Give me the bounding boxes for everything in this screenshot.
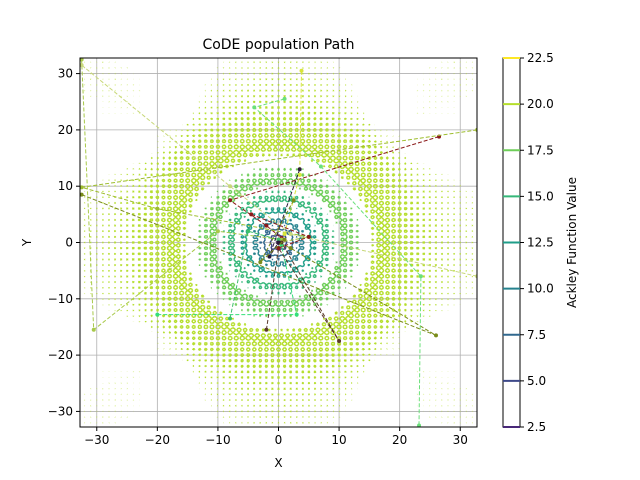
- series-point: [264, 223, 269, 228]
- series-point: [276, 237, 281, 242]
- series-point: [297, 167, 302, 172]
- contour-level-3: [252, 218, 305, 267]
- contour-level-7: [83, 61, 474, 424]
- series-point: [80, 58, 84, 62]
- y-tick-label: −30: [48, 404, 73, 418]
- series-point: [318, 164, 323, 169]
- series-point: [91, 327, 96, 332]
- series-point: [258, 260, 263, 265]
- series-point: [264, 327, 269, 332]
- series-point: [267, 254, 272, 259]
- series-point: [80, 185, 84, 190]
- series-path-12: [258, 198, 296, 265]
- x-tick-label: −20: [145, 433, 170, 447]
- series-point: [291, 198, 296, 203]
- x-tick-label: 20: [392, 433, 407, 447]
- series-point: [249, 212, 254, 217]
- series-point: [337, 339, 342, 344]
- series-point: [288, 232, 293, 237]
- y-tick-label: 0: [65, 236, 73, 250]
- series-path-10: [267, 167, 302, 259]
- x-tick-label: −10: [205, 433, 230, 447]
- colorbar-tick-label: 2.5: [527, 420, 546, 434]
- series-point: [279, 243, 284, 248]
- series-point: [228, 184, 233, 189]
- y-tick-label: 20: [58, 123, 73, 137]
- colorbar-tick-label: 5.0: [527, 374, 546, 388]
- series-line: [81, 129, 477, 243]
- x-axis-label: X: [274, 456, 282, 470]
- series-line: [259, 200, 295, 263]
- y-ticks: −30 −20 −10 0 10 20 30: [48, 67, 80, 418]
- colorbar-tick-label: 22.5: [527, 51, 554, 65]
- colorbar-tick-label: 17.5: [527, 143, 554, 157]
- colorbar-tick-label: 15.0: [527, 189, 554, 203]
- colorbar-tick-label: 12.5: [527, 236, 554, 250]
- series-point: [294, 312, 299, 317]
- y-tick-label: 30: [58, 67, 73, 81]
- colorbar-tick-label: 10.0: [527, 282, 554, 296]
- colorbar: 2.5 5.0 7.5 10.0 12.5 15.0 17.5 20.0 22.5: [502, 51, 554, 434]
- series-path-3: [80, 58, 284, 332]
- series-point: [228, 316, 233, 321]
- series-point: [228, 198, 233, 203]
- series-point: [418, 274, 423, 279]
- series-path-11: [249, 212, 311, 251]
- contour-layer: [83, 61, 474, 424]
- series-path-5: [155, 243, 299, 317]
- series-path-6: [252, 96, 423, 427]
- series-layer: [80, 58, 477, 427]
- series-point: [246, 229, 251, 234]
- series-path-8: [282, 68, 304, 237]
- series-point: [306, 234, 311, 239]
- series-line: [284, 70, 302, 235]
- series-point: [288, 246, 293, 251]
- contour-level-6: [198, 167, 359, 318]
- x-ticks: −30 −20 −10 0 10 20 30: [84, 427, 468, 447]
- colorbar-label: Ackley Function Value: [565, 177, 579, 308]
- series-line: [265, 242, 340, 342]
- colorbar-tick-label: 20.0: [527, 97, 554, 111]
- series-point: [297, 172, 302, 177]
- contour-level-4: [240, 206, 317, 279]
- x-tick-label: 10: [331, 433, 346, 447]
- series-point: [282, 232, 287, 237]
- y-axis-label: Y: [20, 238, 34, 247]
- series-point: [155, 206, 160, 211]
- series-point: [282, 237, 287, 242]
- series-point: [279, 237, 284, 242]
- series-path-4: [80, 63, 477, 279]
- y-tick-label: −10: [48, 292, 73, 306]
- series-line: [229, 230, 279, 319]
- x-tick-label: 0: [275, 433, 283, 447]
- series-line: [81, 64, 477, 277]
- series-point: [215, 229, 220, 234]
- y-tick-label: −20: [48, 348, 73, 362]
- series-path-7: [228, 229, 281, 321]
- series-line: [81, 59, 282, 331]
- colorbar-tick-label: 7.5: [527, 328, 546, 342]
- series-point: [417, 423, 422, 427]
- series-point: [299, 68, 304, 73]
- series-point: [282, 96, 287, 101]
- series-point: [80, 63, 84, 68]
- y-tick-label: 10: [58, 179, 73, 193]
- x-tick-label: 30: [453, 433, 468, 447]
- chart-title: CoDE population Path: [202, 37, 354, 53]
- series-point: [80, 192, 84, 197]
- series-point: [276, 246, 281, 251]
- series-point: [276, 240, 281, 245]
- series-point: [434, 333, 439, 338]
- series-point: [155, 312, 160, 317]
- series-point: [252, 105, 257, 110]
- x-tick-label: −30: [84, 433, 109, 447]
